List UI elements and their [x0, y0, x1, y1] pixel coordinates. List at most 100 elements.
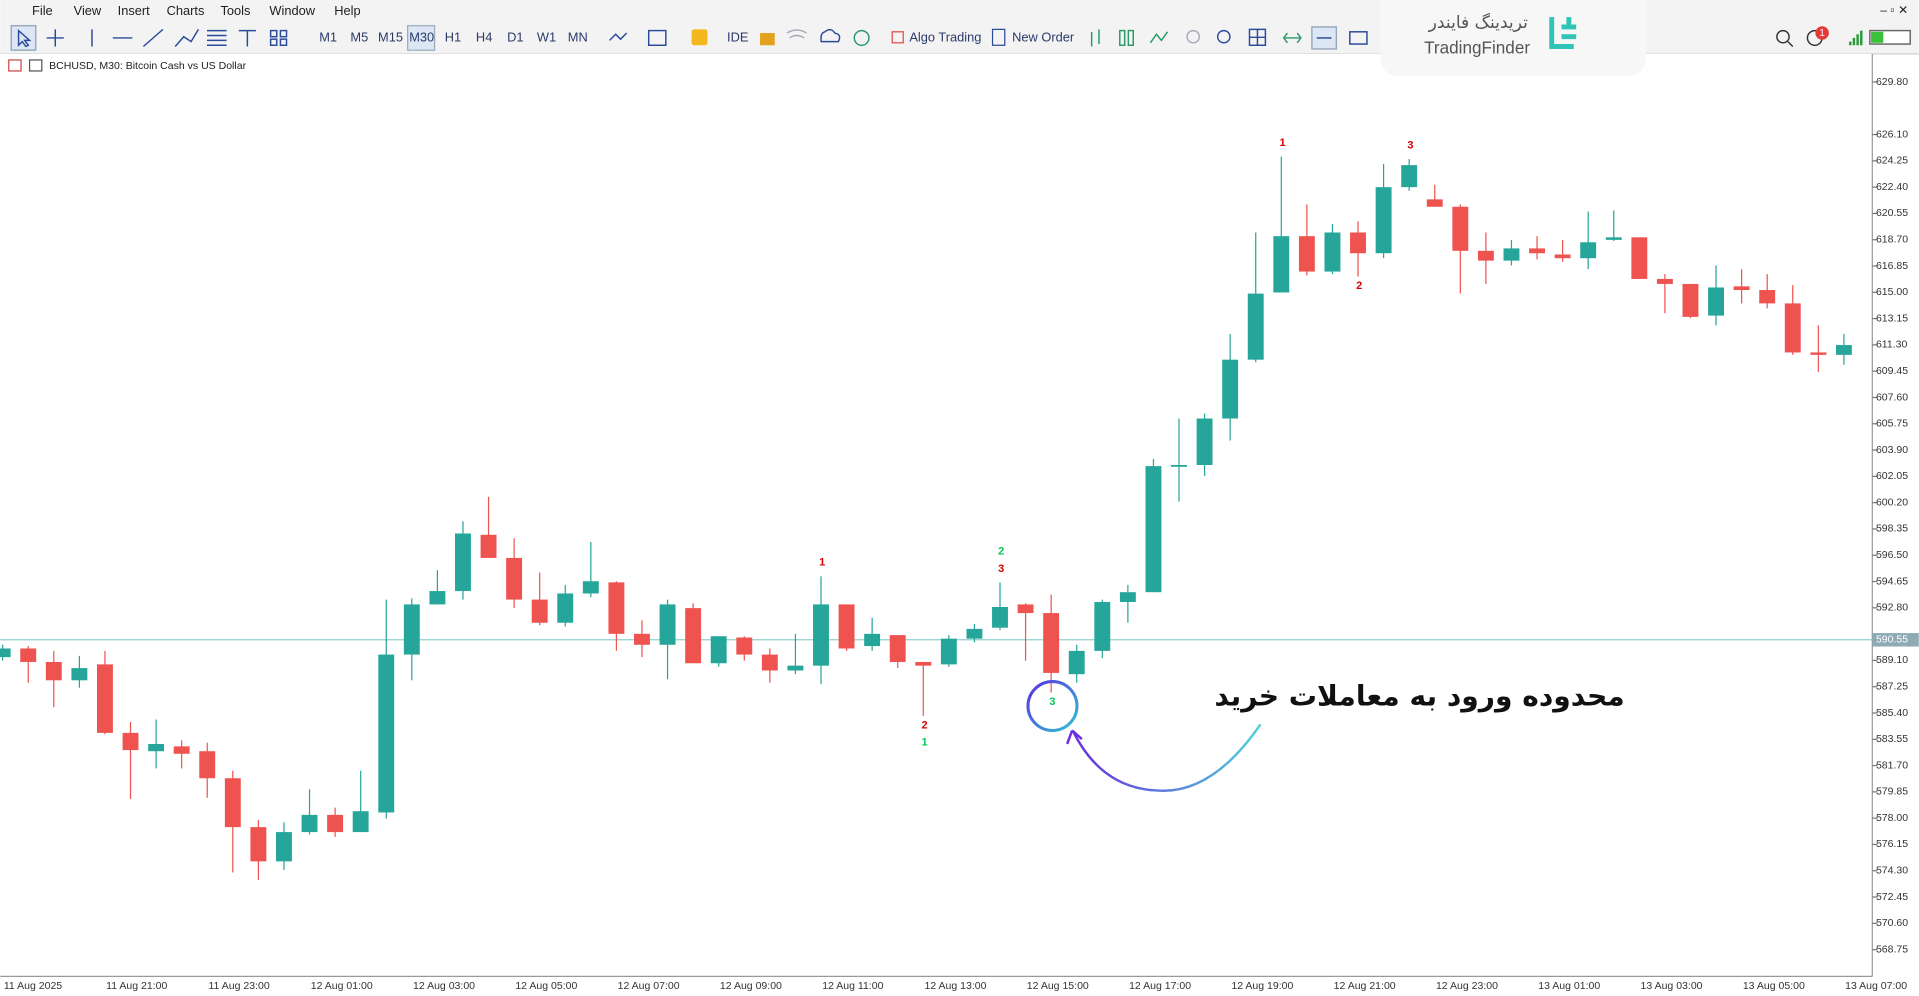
candle-body [1733, 286, 1750, 291]
candle-body [1554, 254, 1571, 259]
timeframe-button[interactable]: H4 [476, 29, 492, 44]
menu-item[interactable]: Window [269, 3, 315, 18]
signal-icon[interactable] [786, 29, 807, 39]
cloud-icon[interactable] [820, 28, 841, 43]
timeframe-button[interactable]: M15 [378, 29, 403, 44]
candle-body [45, 661, 62, 681]
candle-body [224, 778, 241, 828]
candle-body [506, 557, 523, 600]
zoom-out-icon[interactable] [1216, 29, 1231, 44]
candle-body [634, 633, 650, 645]
menu-item[interactable]: View [74, 3, 102, 18]
y-tick-label: 603.90 [1876, 444, 1908, 456]
candle-body [1094, 601, 1111, 651]
menu-item[interactable]: Insert [118, 3, 151, 18]
menu-item[interactable]: File [32, 3, 53, 18]
fibo-icon[interactable] [206, 29, 227, 47]
candle-body [1810, 352, 1827, 355]
cursor-icon[interactable] [17, 28, 32, 48]
candle-body [1017, 604, 1034, 614]
timeframe-button[interactable]: D1 [507, 29, 523, 44]
search-icon[interactable] [1776, 29, 1790, 44]
trendline-icon[interactable] [142, 28, 164, 48]
buy-sell-icon[interactable] [1090, 29, 1100, 47]
timeframe-button[interactable]: M5 [350, 29, 368, 44]
menu-item[interactable]: Charts [167, 3, 205, 18]
menu-item[interactable]: Help [334, 3, 360, 18]
x-tick-label: 12 Aug 11:00 [822, 980, 883, 992]
new-order-icon[interactable] [991, 28, 1006, 46]
candle-body [1708, 287, 1724, 316]
candle-body [1375, 187, 1392, 254]
candle-body [122, 732, 139, 751]
y-tick-label: 626.10 [1876, 128, 1908, 140]
candle-body [608, 582, 625, 634]
algo-icon[interactable] [891, 31, 904, 44]
candle-body [1503, 248, 1520, 261]
y-tick-label: 607.60 [1876, 391, 1908, 403]
candle-body [1631, 237, 1648, 279]
candle-body [1529, 248, 1545, 254]
candle-body [378, 654, 395, 813]
lock-icon[interactable] [760, 33, 775, 46]
x-tick-label: 12 Aug 15:00 [1027, 980, 1089, 992]
market-icon[interactable] [691, 29, 708, 46]
screenshot-icon[interactable] [1349, 31, 1368, 45]
y-tick-label: 629.80 [1876, 76, 1908, 88]
candle-body [557, 593, 574, 623]
channel-icon[interactable] [174, 28, 200, 47]
timeframe-selected[interactable] [407, 25, 436, 51]
y-tick-label: 620.55 [1876, 207, 1908, 219]
menu-item[interactable]: Tools [220, 3, 250, 18]
timeframe-button[interactable]: MN [568, 29, 588, 44]
candle-body [1759, 290, 1776, 304]
line-chart-icon[interactable] [1149, 31, 1169, 44]
new-order-button[interactable]: New Order [1012, 29, 1075, 44]
candle-body [685, 608, 702, 664]
y-tick-label: 576.15 [1876, 838, 1908, 850]
arrow-head [1066, 729, 1083, 745]
algo-trading-button[interactable]: Algo Trading [909, 29, 981, 44]
candle-body [0, 648, 11, 658]
candle-body [1426, 199, 1443, 207]
zoom-in-icon[interactable] [1186, 29, 1201, 44]
timeframe-button[interactable]: W1 [537, 29, 556, 44]
scroll-icon[interactable] [1282, 32, 1302, 44]
vps-icon[interactable] [853, 29, 870, 47]
candle-body [1222, 359, 1239, 419]
y-tick-label: 581.70 [1876, 759, 1908, 771]
shapes-icon[interactable] [269, 29, 278, 38]
text-icon[interactable] [238, 29, 256, 47]
template-icon[interactable] [647, 29, 667, 47]
x-tick-label: 11 Aug 23:00 [208, 980, 269, 992]
y-tick-label: 618.70 [1876, 234, 1908, 246]
chart-title: BCHUSD, M30: Bitcoin Cash vs US Dollar [49, 60, 246, 72]
candle-body [531, 599, 548, 623]
candle-body [1119, 592, 1136, 602]
y-tick-label: 568.75 [1876, 943, 1908, 955]
candle-body [787, 665, 804, 671]
connection-bars [1849, 30, 1863, 46]
y-tick-label: 602.05 [1876, 470, 1908, 482]
candle-body [813, 604, 829, 666]
badge-count: 1 [1819, 28, 1824, 39]
candle-body [403, 604, 420, 655]
candle-body [1682, 283, 1699, 317]
timeframe-button[interactable]: H1 [445, 29, 461, 44]
timeframe-button[interactable]: M1 [319, 29, 337, 44]
candles-icon[interactable] [1119, 29, 1126, 47]
y-tick-label: 622.40 [1876, 181, 1908, 193]
timeframe-button[interactable]: M30 [409, 29, 434, 44]
x-tick-label: 13 Aug 07:00 [1845, 980, 1907, 992]
candle-body [838, 604, 855, 649]
y-tick-label: 587.25 [1876, 680, 1908, 692]
candle-body [1835, 345, 1852, 355]
cursor-button[interactable] [10, 24, 37, 51]
y-tick-label: 615.00 [1876, 286, 1908, 298]
logo-en: TradingFinder [1424, 37, 1530, 57]
crosshair-icon[interactable] [46, 29, 64, 47]
indicator-icon[interactable] [609, 32, 628, 41]
window-controls[interactable]: – ▫ ✕ [1880, 3, 1908, 17]
ide-button[interactable]: IDE [727, 29, 748, 44]
